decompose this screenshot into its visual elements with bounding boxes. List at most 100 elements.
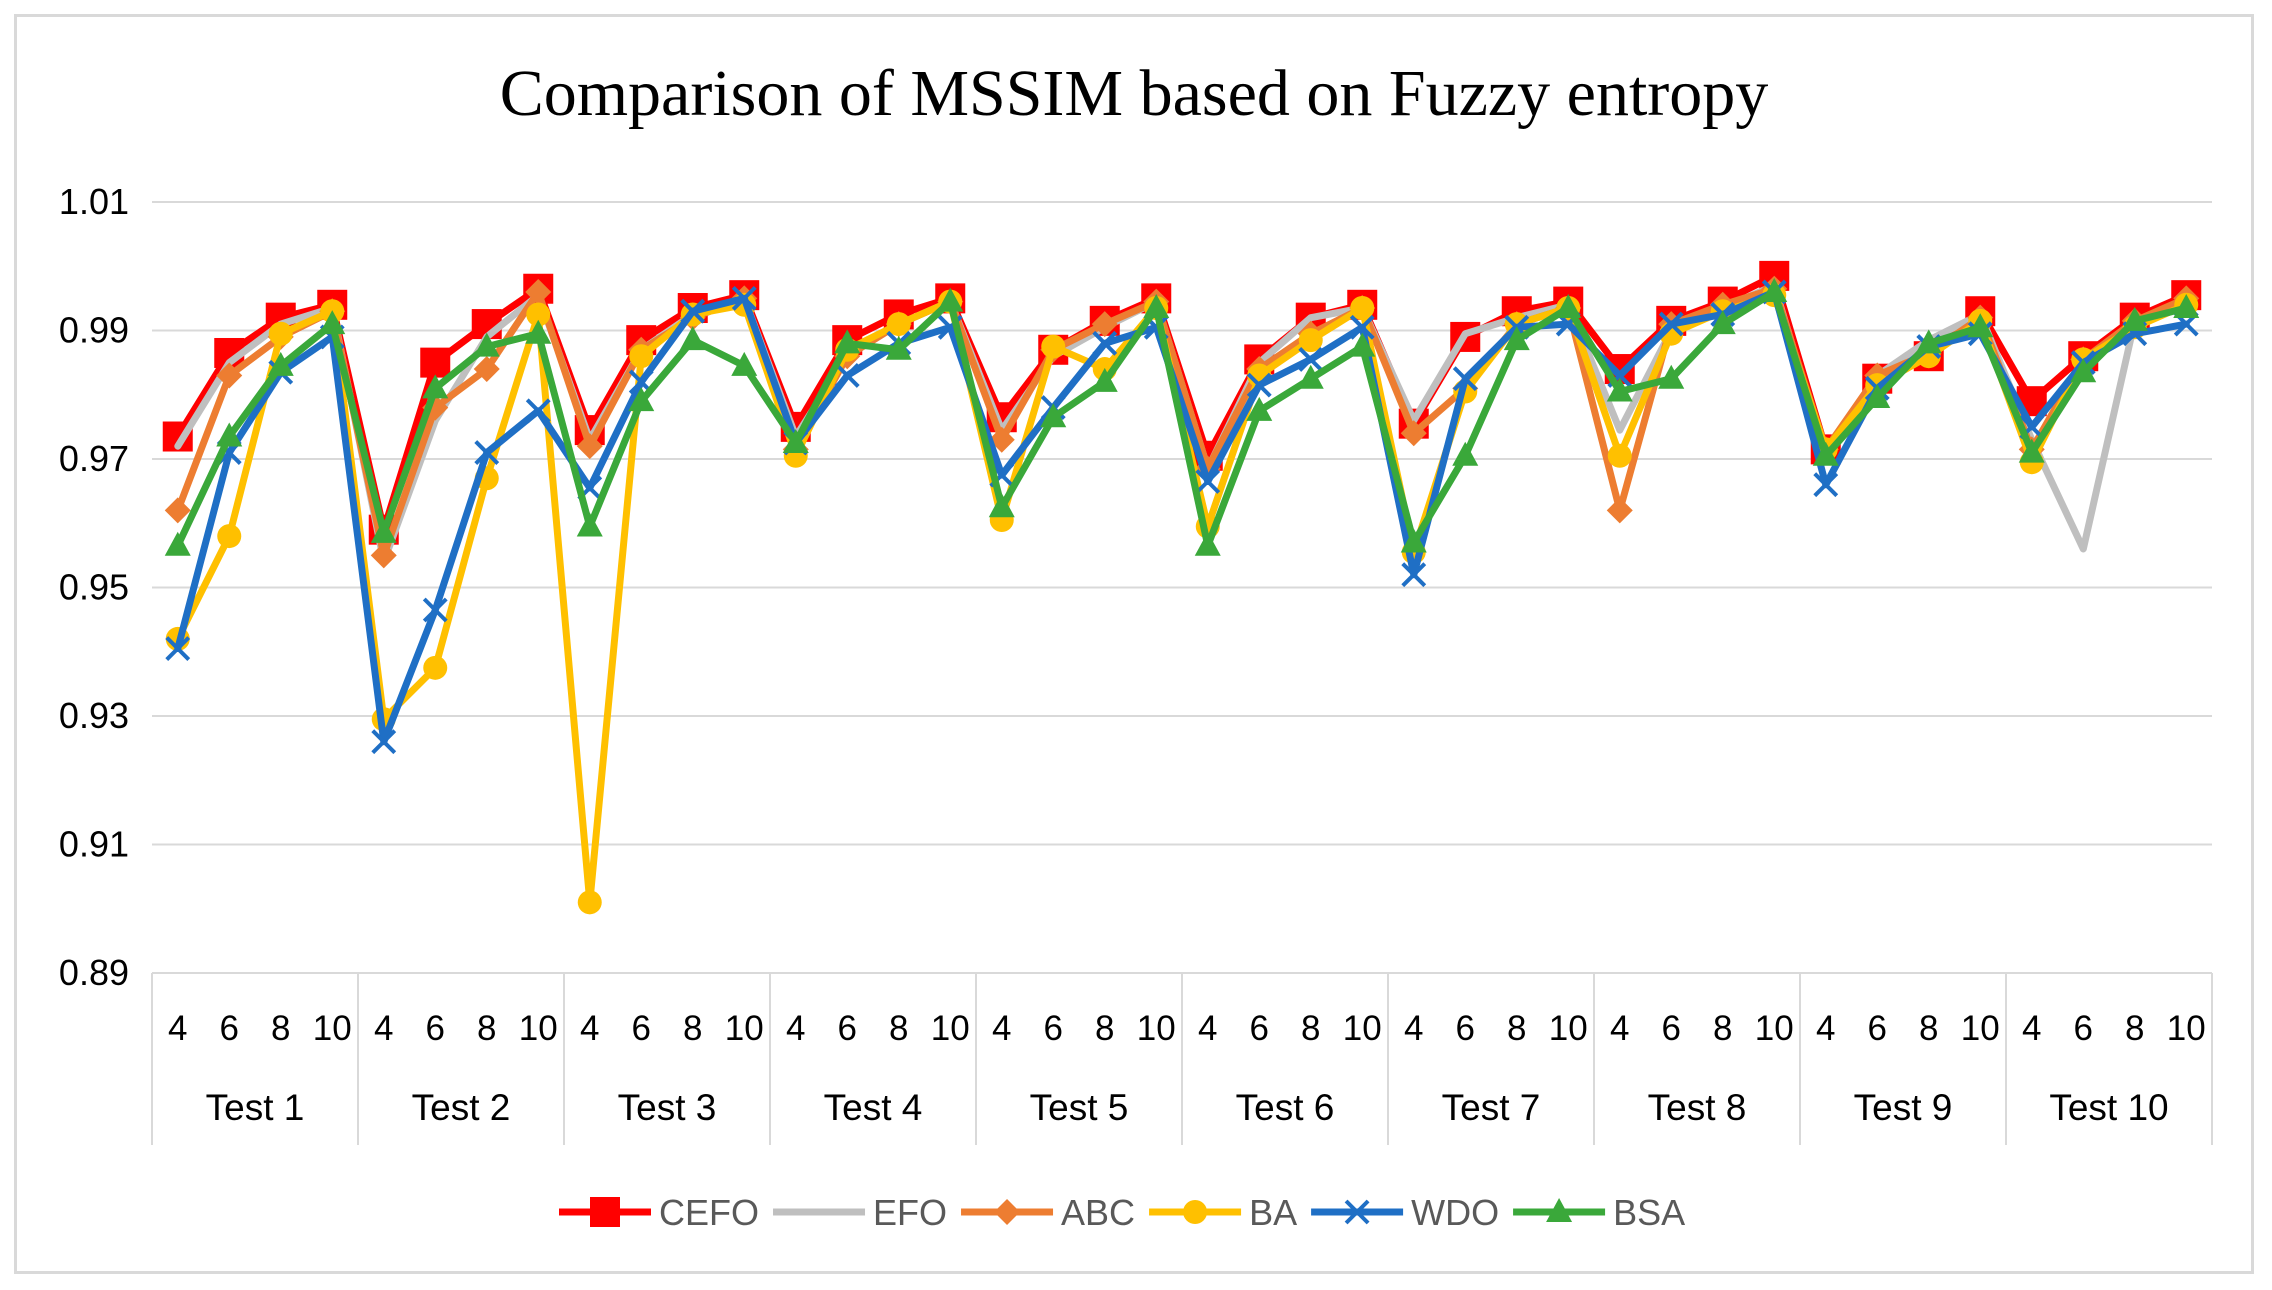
legend-item-wdo: WDO <box>1311 1192 1499 1233</box>
legend: CEFO EFO ABC BA WDO BSA <box>559 1192 1685 1233</box>
x-tick-label: 8 <box>1095 1009 1114 1048</box>
series-line-wdo <box>174 288 2190 746</box>
data-point-wdo <box>1195 469 1221 494</box>
y-tick-label: 1.01 <box>59 181 129 222</box>
data-point-bsa <box>1761 277 1788 302</box>
y-tick-label: 0.97 <box>59 438 129 479</box>
grid-layer <box>152 201 2212 974</box>
data-point-bsa <box>1812 441 1839 466</box>
data-point-abc <box>216 362 243 389</box>
x-tick-label: 6 <box>426 1009 445 1048</box>
x-tick-label: 8 <box>271 1009 290 1048</box>
data-point-bsa <box>1040 403 1067 428</box>
data-point-ba <box>423 655 448 680</box>
data-point-ba <box>1607 443 1632 468</box>
legend-marker-ba <box>1183 1200 1208 1224</box>
data-point-ba <box>268 321 293 346</box>
x-tick-label: 8 <box>1919 1009 1938 1048</box>
data-point-bsa <box>782 428 809 453</box>
legend-label-cefo: CEFO <box>659 1192 759 1233</box>
x-group-label: Test 8 <box>1648 1087 1747 1128</box>
data-point-bsa <box>1400 528 1427 553</box>
data-point-abc <box>164 497 191 524</box>
series-layer <box>162 260 2202 915</box>
data-point-wdo <box>525 398 551 424</box>
data-point-bsa <box>1297 364 1324 389</box>
data-point-bsa <box>628 387 655 412</box>
x-group-label: Test 2 <box>412 1087 511 1128</box>
data-point-bsa <box>1246 396 1273 421</box>
x-tick-label: 4 <box>786 1009 805 1048</box>
x-tick-label: 8 <box>889 1009 908 1048</box>
x-tick-label: 8 <box>1507 1009 1526 1048</box>
x-tick-label: 4 <box>168 1009 187 1048</box>
x-tick-label: 10 <box>1961 1009 2000 1048</box>
legend-label-efo: EFO <box>873 1192 947 1233</box>
data-point-bsa <box>319 310 346 335</box>
x-group-label: Test 1 <box>206 1087 305 1128</box>
x-group-label: Test 10 <box>2049 1087 2168 1128</box>
x-group-label: Test 7 <box>1442 1087 1541 1128</box>
legend-marker-bsa <box>1546 1198 1573 1222</box>
data-point-wdo <box>1452 366 1478 392</box>
data-point-ba <box>1041 334 1066 359</box>
x-tick-label: 8 <box>2125 1009 2144 1048</box>
chart-title: Comparison of MSSIM based on Fuzzy entro… <box>500 57 1769 130</box>
series-bsa <box>164 277 2200 556</box>
data-point-ba <box>886 312 911 337</box>
x-tick-label: 10 <box>1755 1009 1794 1048</box>
data-point-ba <box>577 890 602 915</box>
series-line-bsa <box>174 288 2190 550</box>
data-point-abc <box>370 542 397 569</box>
data-point-wdo <box>1813 472 1839 498</box>
legend-label-ba: BA <box>1249 1192 1297 1233</box>
data-point-bsa <box>731 351 758 376</box>
x-tick-label: 10 <box>2167 1009 2206 1048</box>
x-tick-label: 6 <box>1250 1009 1269 1048</box>
legend-label-wdo: WDO <box>1411 1192 1499 1233</box>
x-tick-label: 8 <box>1301 1009 1320 1048</box>
x-tick-label: 10 <box>1137 1009 1176 1048</box>
legend-item-ba: BA <box>1149 1192 1297 1233</box>
y-tick-label: 0.95 <box>59 567 129 608</box>
data-point-wdo <box>371 729 397 755</box>
y-tick-label: 0.91 <box>59 824 129 865</box>
data-point-bsa <box>1555 294 1582 319</box>
x-tick-label: 4 <box>992 1009 1011 1048</box>
data-point-bsa <box>267 351 294 376</box>
x-tick-label: 4 <box>1404 1009 1423 1048</box>
data-point-bsa <box>1658 364 1685 389</box>
data-point-wdo <box>165 636 191 661</box>
legend-label-abc: ABC <box>1061 1192 1135 1233</box>
x-tick-label: 4 <box>2022 1009 2041 1048</box>
x-tick-label: 6 <box>838 1009 857 1048</box>
data-point-wdo <box>1401 562 1427 588</box>
chart-frame: Comparison of MSSIM based on Fuzzy entro… <box>14 14 2254 1274</box>
legend-item-abc: ABC <box>961 1192 1135 1233</box>
data-point-wdo <box>1092 330 1118 356</box>
series-wdo <box>165 279 2199 755</box>
data-point-ba <box>1350 296 1375 321</box>
x-tick-label: 6 <box>2074 1009 2093 1048</box>
data-point-bsa <box>885 335 912 360</box>
data-point-bsa <box>834 329 861 354</box>
data-point-bsa <box>1864 383 1891 408</box>
data-point-bsa <box>2070 358 2097 383</box>
x-tick-label: 8 <box>683 1009 702 1048</box>
data-point-bsa <box>679 326 706 351</box>
data-point-bsa <box>1606 377 1633 402</box>
data-point-ba <box>526 302 551 327</box>
data-point-abc <box>576 433 603 460</box>
data-point-bsa <box>1143 294 1170 319</box>
x-group-label: Test 3 <box>618 1087 717 1128</box>
data-point-wdo <box>1298 346 1324 372</box>
x-group-label: Test 4 <box>824 1087 923 1128</box>
data-point-bsa <box>1091 367 1118 392</box>
x-tick-label: 6 <box>220 1009 239 1048</box>
legend-marker-abc <box>994 1199 1021 1225</box>
data-point-wdo <box>474 440 500 465</box>
x-tick-label: 6 <box>1044 1009 1063 1048</box>
data-point-bsa <box>1967 313 1994 338</box>
x-tick-label: 4 <box>1816 1009 1835 1048</box>
